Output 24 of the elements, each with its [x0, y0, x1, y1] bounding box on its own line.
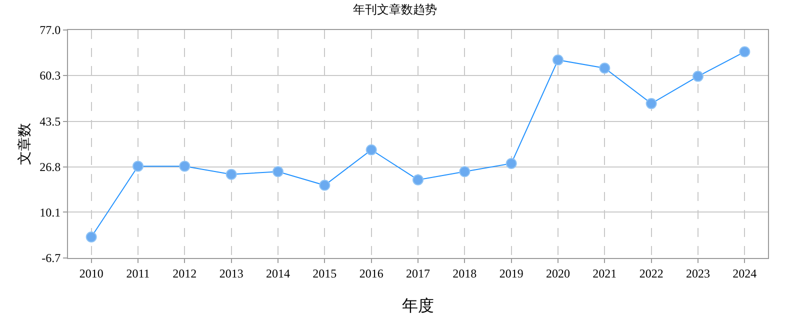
x-tick-label: 2013 — [219, 266, 244, 280]
y-tick-label: 43.5 — [40, 114, 61, 128]
x-tick-label: 2014 — [266, 266, 290, 280]
x-tick-label: 2021 — [592, 266, 617, 280]
x-tick-label: 2020 — [546, 266, 570, 280]
y-tick-label: 10.1 — [40, 205, 61, 220]
y-axis-title: 文章数 — [17, 123, 34, 165]
y-tick-label: 60.3 — [40, 68, 61, 83]
x-axis-title: 年度 — [402, 297, 434, 316]
x-tick-label: 2019 — [499, 266, 524, 280]
x-tick-label: 2022 — [639, 266, 664, 280]
y-tick-label: 77.0 — [40, 23, 61, 38]
x-tick-label: 2018 — [452, 266, 477, 280]
y-tick-label: 26.8 — [40, 160, 61, 174]
chart-title: 年刊文章数趋势 — [353, 2, 437, 16]
x-tick-label: 2015 — [312, 266, 337, 280]
x-tick-label: 2017 — [406, 266, 430, 280]
x-tick-label: 2010 — [79, 266, 104, 280]
y-tick-label: -6.7 — [42, 251, 61, 266]
x-tick-label: 2012 — [172, 266, 197, 280]
x-tick-label: 2024 — [732, 266, 757, 280]
x-tick-label: 2023 — [686, 266, 710, 280]
x-tick-label: 2011 — [126, 266, 150, 280]
x-tick-label: 2016 — [359, 266, 384, 280]
